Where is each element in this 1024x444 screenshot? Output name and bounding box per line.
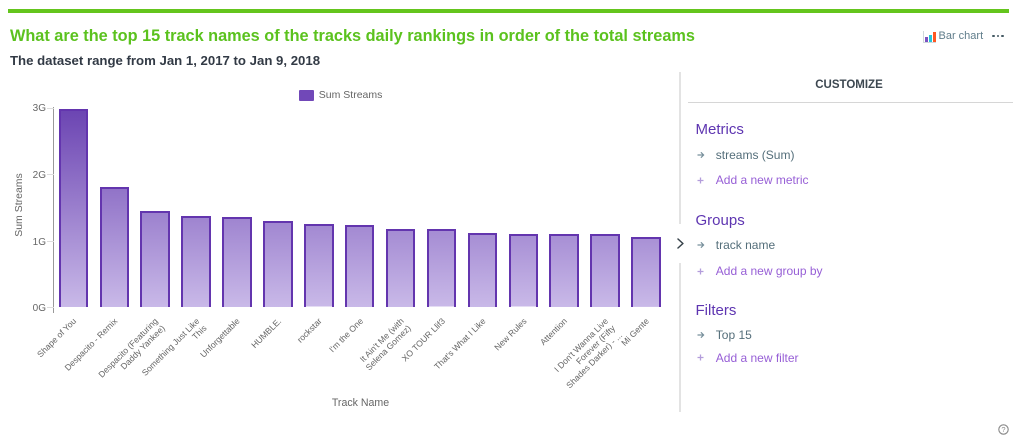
svg-text:?: ? [1001,425,1005,434]
